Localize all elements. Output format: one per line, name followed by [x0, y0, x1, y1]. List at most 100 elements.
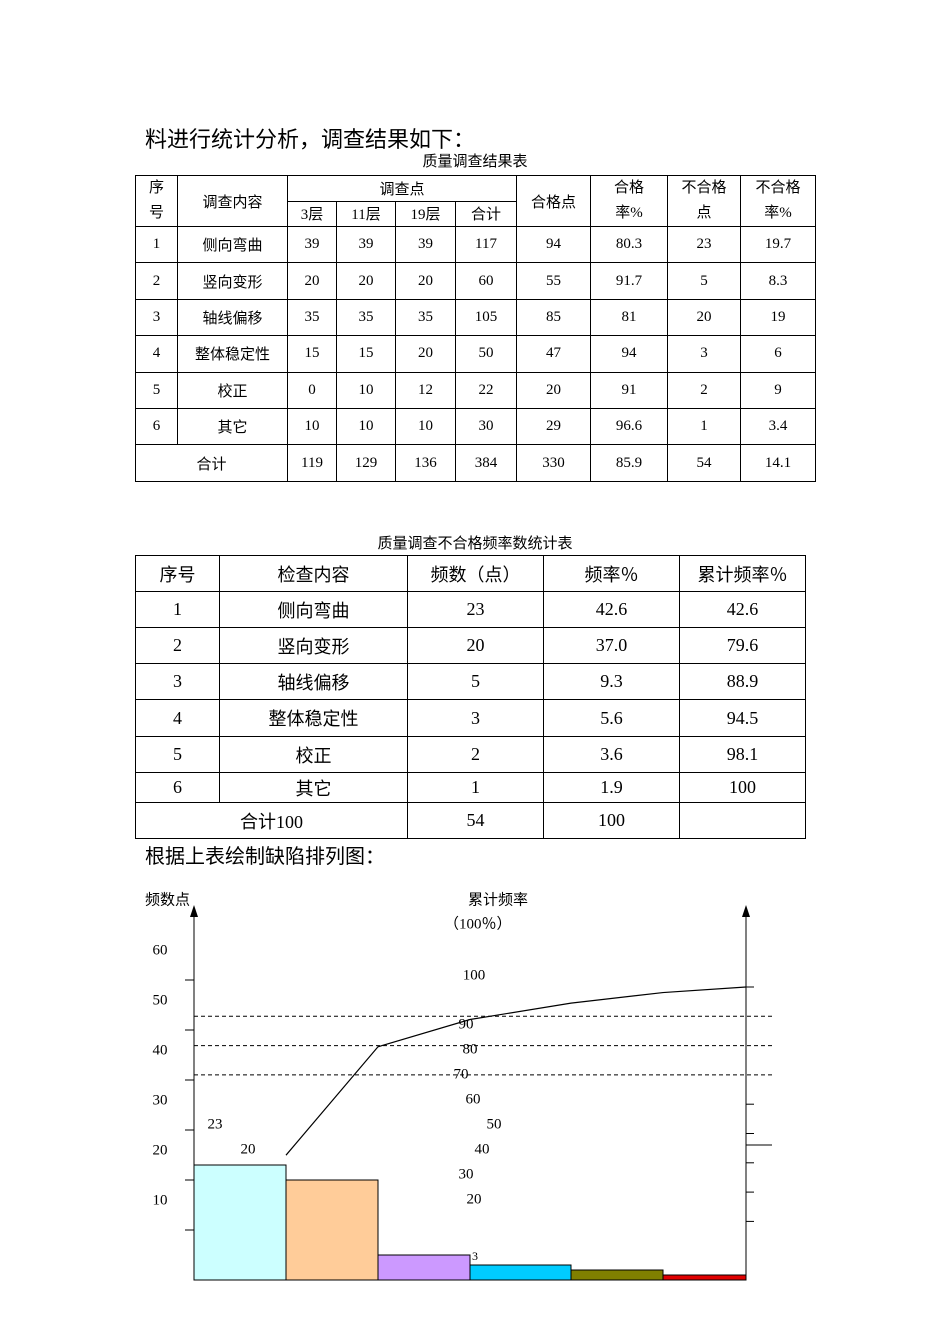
cell: 10: [336, 371, 396, 409]
cell: 10: [287, 407, 337, 446]
table-row: 4 整体稳定性 3 5.6 94.5: [135, 699, 806, 737]
cell: 5: [135, 736, 220, 773]
table-row: 4 整体稳定性 15 15 20 50 47 94 3 6: [135, 335, 817, 373]
table-row: 6 其它 10 10 10 30 29 96.6 1 3.4: [135, 407, 817, 446]
header-cell: 合格点: [516, 175, 592, 227]
cell: 55: [516, 262, 592, 300]
cell: 117: [454, 225, 518, 264]
cell: 10: [336, 407, 396, 446]
header-cell: 调查点: [286, 175, 518, 202]
cell: 竖向变形: [177, 262, 288, 300]
cell: 整体稳定性: [177, 335, 288, 373]
table-title: 质量调查不合格频率数统计表: [377, 536, 573, 552]
y2-tick-label: 20: [467, 1191, 482, 1207]
y2-tick-label: 80: [463, 1041, 478, 1057]
header-cell: 调查内容: [177, 175, 288, 227]
table-row: 1 侧向弯曲 39 39 39 117 94 80.3 23 19.7: [135, 225, 817, 264]
cell: 9.3: [543, 663, 680, 700]
cell: 其它: [219, 772, 408, 803]
cell: 105: [454, 298, 518, 337]
cell: 3: [135, 663, 220, 700]
cell: 85.9: [590, 444, 669, 482]
table-title: 质量调查结果表: [422, 154, 528, 170]
cell: 3: [135, 298, 178, 337]
cell: 整体稳定性: [219, 699, 408, 737]
cell: 3.4: [740, 407, 817, 446]
y2-tick-label: 40: [475, 1141, 490, 1157]
header-cell: 频率％: [543, 555, 680, 592]
header-row: 序号 检查内容 频数（点） 频率％ 累计频率％: [135, 555, 806, 592]
cell: 37.0: [543, 627, 680, 664]
y2-tick-label: 60: [466, 1091, 481, 1107]
cell: 79.6: [679, 627, 806, 664]
cell: 合计100: [135, 802, 408, 839]
y2-tick-label: 30: [459, 1166, 474, 1182]
cell: 23: [667, 225, 742, 264]
data-label: 20: [241, 1141, 256, 1157]
cell: 10: [395, 407, 456, 446]
y-tick-label: 10: [153, 1192, 168, 1208]
cell: 29: [516, 407, 592, 446]
y-tick-label: 60: [153, 942, 168, 958]
cell: 42.6: [679, 591, 806, 628]
table-row: 6 其它 1 1.9 100: [135, 772, 806, 803]
header-text: 序号: [148, 180, 164, 221]
y-tick-label: 20: [153, 1142, 168, 1158]
y2-tick-label: 50: [487, 1116, 502, 1132]
cell: 侧向弯曲: [219, 591, 408, 628]
cell: 1: [135, 225, 178, 264]
bar: [377, 1254, 471, 1281]
cell: 1.9: [543, 772, 680, 803]
total-row: 合计 119 129 136 384 330 85.9 54 14.1: [135, 444, 817, 482]
cell: 100: [679, 772, 806, 803]
cell: 5: [407, 663, 544, 700]
y2-axis-sublabel: （100％）: [444, 915, 512, 932]
header-cell: 累计频率％: [679, 555, 806, 592]
header-cell: 频数（点）: [407, 555, 544, 592]
table-row: 5 校正 0 10 12 22 20 91 2 9: [135, 371, 817, 409]
cell: 22: [454, 371, 518, 409]
cell: 19.7: [740, 225, 817, 264]
y-axis-label: 频数点: [145, 891, 190, 908]
cell: 91: [590, 371, 669, 409]
cell: 其它: [177, 407, 288, 446]
cell: 14.1: [740, 444, 817, 482]
data-label: 23: [208, 1116, 223, 1132]
y-tick-label: 30: [153, 1092, 168, 1108]
cell: 384: [454, 444, 518, 482]
header-cell: 不合格率%: [740, 175, 817, 227]
header-text: 不合格点: [681, 180, 727, 221]
cell: 20: [407, 627, 544, 664]
cell: 81: [590, 298, 669, 337]
cell: 330: [516, 444, 592, 482]
y2-tick-label: 90: [459, 1016, 474, 1032]
header-text: 合格率%: [614, 180, 645, 221]
cell: 129: [336, 444, 396, 482]
cell: 15: [287, 335, 337, 373]
bar: [570, 1269, 664, 1281]
cell: 5: [135, 371, 178, 409]
result-table: 序号 调查内容 调查点 合格点 合格率% 不合格点 不合格率% 3层 11层 19层…: [135, 175, 817, 482]
data-label: 3: [472, 1249, 478, 1263]
header-cell: 3层: [287, 200, 337, 227]
table-row: 3 轴线偏移 35 35 35 105 85 81 20 19: [135, 298, 817, 337]
cell: 20: [516, 371, 592, 409]
header-text: 不合格率%: [755, 180, 801, 221]
cell: 136: [395, 444, 456, 482]
cell: 8.3: [740, 262, 817, 300]
header-cell: 检查内容: [219, 555, 408, 592]
header-cell: 序号: [135, 555, 220, 592]
bar: [285, 1179, 379, 1281]
frequency-table: 序号 检查内容 频数（点） 频率％ 累计频率％ 1 侧向弯曲 23 42.6 42.6 2 竖向变形 2…: [135, 555, 806, 839]
bar: [193, 1164, 287, 1281]
table-row: 3 轴线偏移 5 9.3 88.9: [135, 663, 806, 700]
total-row: 合计100 54 100: [135, 802, 806, 839]
cell: 119: [287, 444, 337, 482]
cell: 2: [135, 262, 178, 300]
cell: 85: [516, 298, 592, 337]
y2-tick-label: 100: [463, 967, 486, 983]
cell: 100: [543, 802, 680, 839]
cell: 20: [395, 335, 456, 373]
